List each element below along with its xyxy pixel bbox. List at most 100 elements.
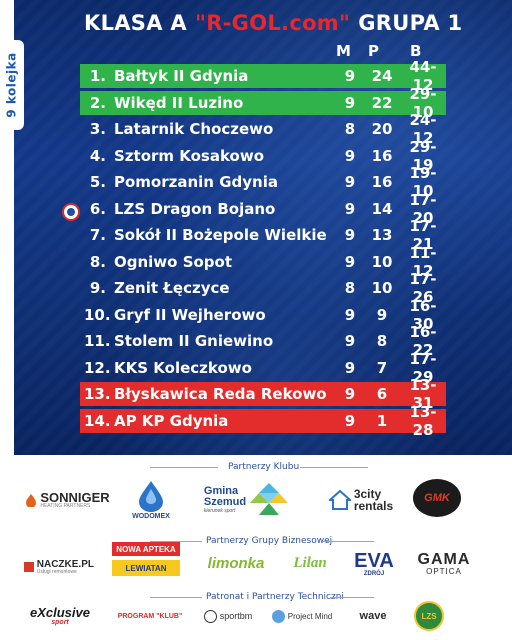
eva-zdroj-logo[interactable]: EVA ZDRÓJ xyxy=(346,546,402,582)
row-goals: 29-19 xyxy=(409,137,437,174)
row-points: 7 xyxy=(376,358,388,377)
divider-right-2 xyxy=(322,541,374,542)
row-team-name: Bałtyk II Gdynia xyxy=(114,67,249,85)
project-mind-logo[interactable]: Project Mind xyxy=(268,606,336,626)
row-matches: 9 xyxy=(344,305,356,324)
round-badge: 9 kolejka xyxy=(0,40,24,130)
row-matches: 9 xyxy=(344,332,356,350)
wodomex-logo[interactable]: WODOMEX xyxy=(124,474,178,524)
sportbm-circle-icon xyxy=(203,609,217,623)
table-row: 3. Latarnik Choczewo 8 20 24-12 xyxy=(80,111,446,147)
sportbm-logo[interactable]: sportbm xyxy=(198,606,258,626)
row-team-name: Latarnik Choczewo xyxy=(114,120,274,138)
row-goals: 17-26 xyxy=(409,270,437,306)
column-header-goals: B xyxy=(410,42,422,60)
gmk-logo[interactable]: GMK xyxy=(412,478,462,518)
row-points: 16 xyxy=(371,146,393,165)
table-row: 6. LZS Dragon Bojano 9 14 17-20 xyxy=(80,191,446,227)
gmina-szemud-logo[interactable]: Gmina Szemud kierunek sport xyxy=(196,478,296,522)
house-icon xyxy=(328,489,351,510)
row-position: 14. xyxy=(84,411,111,430)
gama-text: GAMA xyxy=(417,550,471,568)
program-klub-logo[interactable]: PROGRAM "KLUB" xyxy=(116,606,184,626)
nowa-apteka-logo[interactable]: NOWA APTEKA xyxy=(112,542,180,556)
table-row: 1. Bałtyk II Gdynia 9 24 44-12 xyxy=(80,58,446,94)
naczke-sub: Usługi remontowe xyxy=(36,568,77,575)
exclusive-sport-logo[interactable]: eXclusive sport xyxy=(26,604,94,628)
row-team-name: Gryf II Wejherowo xyxy=(114,305,266,324)
row-points: 14 xyxy=(371,199,393,218)
lewiatan-logo[interactable]: LEWIATAN xyxy=(112,560,180,576)
gmina-text: Gmina xyxy=(203,484,239,497)
limonka-logo[interactable]: limonka xyxy=(194,552,278,574)
table-row: 14. AP KP Gdynia 9 1 13-28 xyxy=(80,403,446,439)
eva-text: EVA xyxy=(354,550,394,572)
table-row: 2. Wikęd II Luzino 9 22 29-10 xyxy=(80,85,446,121)
row-team-name: Błyskawica Reda Rekowo xyxy=(114,385,327,403)
row-position: 8. xyxy=(89,252,106,271)
row-points: 6 xyxy=(376,385,388,403)
row-points: 9 xyxy=(376,305,388,324)
row-points: 10 xyxy=(371,252,393,271)
row-goals: 29-10 xyxy=(409,84,437,121)
row-points: 1 xyxy=(376,411,388,430)
row-team-name: LZS Dragon Bojano xyxy=(114,199,276,218)
naczke-square-icon xyxy=(24,562,34,572)
title-league: KLASA A xyxy=(84,11,187,35)
row-goals: 17-29 xyxy=(409,349,437,386)
row-position: 10. xyxy=(84,305,111,324)
row-points: 13 xyxy=(371,226,393,244)
row-team-name: KKS Koleczkowo xyxy=(114,358,252,377)
naczke-logo[interactable]: NACZKE.PL Usługi remontowe xyxy=(24,556,94,578)
naczke-text: NACZKE.PL xyxy=(36,558,94,570)
gama-optica-logo[interactable]: GAMA OPTICA xyxy=(408,546,480,582)
row-team-name: Wikęd II Luzino xyxy=(114,93,244,112)
row-position: 2. xyxy=(89,93,106,112)
table-row: 10. Gryf II Wejherowo 9 9 16-30 xyxy=(80,297,446,333)
club-partners-title: Partnerzy Klubu xyxy=(228,462,300,472)
wave-text: wave xyxy=(359,610,387,622)
title-group: GRUPA 1 xyxy=(358,11,463,35)
row-position: 13. xyxy=(84,385,111,403)
row-position: 4. xyxy=(89,146,106,165)
triangles-mosaic-icon xyxy=(250,483,289,515)
row-matches: 8 xyxy=(344,279,356,297)
row-position: 6. xyxy=(89,199,106,218)
szemud-text: Szemud xyxy=(203,496,247,509)
nowa-apteka-text: NOWA APTEKA xyxy=(116,544,176,554)
lilan-text: Lilan xyxy=(293,554,327,571)
water-drop-icon xyxy=(139,480,163,512)
row-points: 24 xyxy=(371,67,393,85)
limonka-text: limonka xyxy=(207,554,265,572)
column-header-points: P xyxy=(368,42,379,60)
row-position: 9. xyxy=(89,279,106,297)
round-label: 9 kolejka xyxy=(5,52,19,118)
row-goals: 17-20 xyxy=(409,190,437,227)
sonniger-logo[interactable]: SONNIGER HEATING PARTNERS xyxy=(24,488,110,512)
eva-sub: ZDRÓJ xyxy=(363,571,385,577)
table-row: 12. KKS Koleczkowo 9 7 17-29 xyxy=(80,350,446,386)
tech-partners-title: Patronat i Partnerzy Techniczni xyxy=(206,592,344,602)
table-row: 4. Sztorm Kosakowo 9 16 29-19 xyxy=(80,138,446,174)
lilan-logo[interactable]: Lilan xyxy=(282,552,338,574)
table-row: 5. Pomorzanin Gdynia 9 16 19-10 xyxy=(80,164,446,200)
exclusive-sub: sport xyxy=(51,619,69,626)
column-header-matches: M xyxy=(336,42,351,60)
exclusive-text: eXclusive xyxy=(30,605,90,620)
row-position: 7. xyxy=(89,226,106,244)
divider-left-2 xyxy=(150,541,202,542)
table-row: 9. Zenit Łęczyce 8 10 17-26 xyxy=(80,270,446,306)
row-matches: 9 xyxy=(344,252,356,271)
row-goals: 13-31 xyxy=(409,376,437,412)
dragon-bojano-crest-icon xyxy=(62,203,80,221)
3city-rentals-logo[interactable]: 3city rentals xyxy=(318,486,404,514)
row-matches: 9 xyxy=(344,226,356,244)
lzs-logo[interactable]: LZS xyxy=(412,600,446,632)
wave-logo[interactable]: wave xyxy=(348,606,398,626)
row-team-name: Sokół II Bożepole Wielkie xyxy=(114,226,327,244)
row-points: 20 xyxy=(371,120,393,138)
row-matches: 8 xyxy=(344,120,356,138)
divider-left xyxy=(150,467,218,468)
rentals-text: rentals xyxy=(353,499,394,513)
